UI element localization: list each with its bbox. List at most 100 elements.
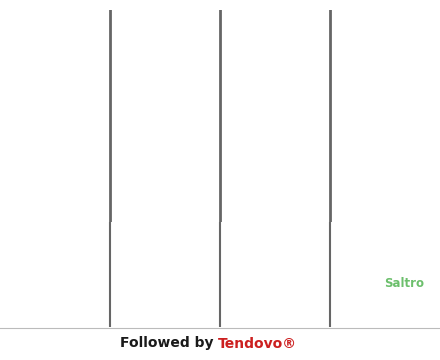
Ellipse shape bbox=[305, 107, 320, 119]
Ellipse shape bbox=[53, 150, 59, 155]
Ellipse shape bbox=[378, 68, 410, 93]
Ellipse shape bbox=[386, 155, 397, 188]
Ellipse shape bbox=[43, 103, 60, 122]
Ellipse shape bbox=[388, 139, 405, 152]
Ellipse shape bbox=[118, 69, 140, 87]
Ellipse shape bbox=[40, 118, 49, 134]
Ellipse shape bbox=[242, 38, 257, 52]
Ellipse shape bbox=[81, 71, 94, 94]
Ellipse shape bbox=[161, 78, 181, 86]
Ellipse shape bbox=[246, 139, 257, 146]
Ellipse shape bbox=[77, 76, 84, 82]
Ellipse shape bbox=[269, 36, 279, 44]
Ellipse shape bbox=[273, 71, 286, 89]
Ellipse shape bbox=[348, 188, 373, 198]
Ellipse shape bbox=[140, 121, 165, 154]
Ellipse shape bbox=[293, 207, 299, 215]
Ellipse shape bbox=[243, 186, 263, 206]
Ellipse shape bbox=[137, 205, 143, 213]
Ellipse shape bbox=[370, 58, 378, 66]
Ellipse shape bbox=[169, 114, 176, 140]
Ellipse shape bbox=[370, 185, 384, 197]
Ellipse shape bbox=[353, 83, 363, 106]
Ellipse shape bbox=[373, 123, 390, 142]
Ellipse shape bbox=[7, 29, 22, 39]
Ellipse shape bbox=[252, 67, 259, 73]
Ellipse shape bbox=[180, 139, 202, 155]
Ellipse shape bbox=[84, 108, 86, 113]
Ellipse shape bbox=[169, 176, 186, 197]
Ellipse shape bbox=[145, 61, 160, 72]
Ellipse shape bbox=[401, 177, 413, 187]
Ellipse shape bbox=[183, 115, 187, 120]
Ellipse shape bbox=[367, 39, 381, 51]
Ellipse shape bbox=[345, 156, 369, 171]
Ellipse shape bbox=[157, 192, 166, 202]
Ellipse shape bbox=[47, 106, 72, 130]
Ellipse shape bbox=[416, 197, 423, 206]
Ellipse shape bbox=[295, 155, 314, 174]
Ellipse shape bbox=[319, 117, 342, 136]
Ellipse shape bbox=[388, 203, 398, 210]
Ellipse shape bbox=[260, 197, 294, 233]
Ellipse shape bbox=[15, 81, 27, 95]
Ellipse shape bbox=[181, 85, 189, 99]
Ellipse shape bbox=[307, 36, 313, 43]
Ellipse shape bbox=[286, 126, 293, 131]
Ellipse shape bbox=[351, 116, 377, 139]
Ellipse shape bbox=[285, 26, 297, 38]
Ellipse shape bbox=[163, 8, 181, 31]
Ellipse shape bbox=[45, 31, 56, 45]
Ellipse shape bbox=[171, 157, 200, 176]
Ellipse shape bbox=[50, 90, 59, 106]
Ellipse shape bbox=[70, 118, 107, 132]
Ellipse shape bbox=[55, 150, 63, 159]
Ellipse shape bbox=[374, 178, 390, 193]
Ellipse shape bbox=[356, 41, 377, 54]
Ellipse shape bbox=[378, 183, 395, 198]
Ellipse shape bbox=[378, 64, 394, 82]
Ellipse shape bbox=[240, 36, 271, 66]
Ellipse shape bbox=[281, 83, 302, 98]
Ellipse shape bbox=[158, 77, 191, 94]
Ellipse shape bbox=[156, 127, 175, 141]
Ellipse shape bbox=[51, 70, 60, 80]
Ellipse shape bbox=[234, 20, 253, 37]
Ellipse shape bbox=[264, 84, 286, 103]
Ellipse shape bbox=[260, 6, 271, 39]
Ellipse shape bbox=[59, 181, 75, 190]
Ellipse shape bbox=[376, 97, 408, 124]
Ellipse shape bbox=[415, 17, 422, 23]
Ellipse shape bbox=[253, 13, 279, 40]
Ellipse shape bbox=[287, 26, 292, 32]
Ellipse shape bbox=[29, 204, 37, 208]
Ellipse shape bbox=[277, 70, 287, 87]
Ellipse shape bbox=[378, 136, 385, 143]
Ellipse shape bbox=[281, 167, 295, 178]
Ellipse shape bbox=[50, 111, 57, 120]
Ellipse shape bbox=[36, 156, 61, 174]
Ellipse shape bbox=[273, 76, 278, 78]
Ellipse shape bbox=[364, 58, 377, 68]
Ellipse shape bbox=[65, 103, 72, 108]
Ellipse shape bbox=[264, 203, 284, 230]
Ellipse shape bbox=[161, 193, 175, 201]
Ellipse shape bbox=[177, 69, 197, 90]
Ellipse shape bbox=[155, 64, 184, 75]
Ellipse shape bbox=[135, 71, 150, 99]
Ellipse shape bbox=[63, 45, 73, 50]
Text: CruiserMaxx®: CruiserMaxx® bbox=[338, 259, 432, 272]
Ellipse shape bbox=[265, 190, 273, 205]
Ellipse shape bbox=[284, 26, 292, 35]
Ellipse shape bbox=[42, 74, 48, 82]
Ellipse shape bbox=[162, 113, 177, 139]
Ellipse shape bbox=[187, 9, 194, 18]
Ellipse shape bbox=[269, 49, 291, 78]
Ellipse shape bbox=[274, 23, 282, 42]
Ellipse shape bbox=[374, 18, 395, 40]
Ellipse shape bbox=[373, 202, 380, 212]
Ellipse shape bbox=[374, 82, 399, 106]
Ellipse shape bbox=[83, 36, 95, 53]
Ellipse shape bbox=[248, 132, 254, 144]
Ellipse shape bbox=[41, 90, 55, 123]
